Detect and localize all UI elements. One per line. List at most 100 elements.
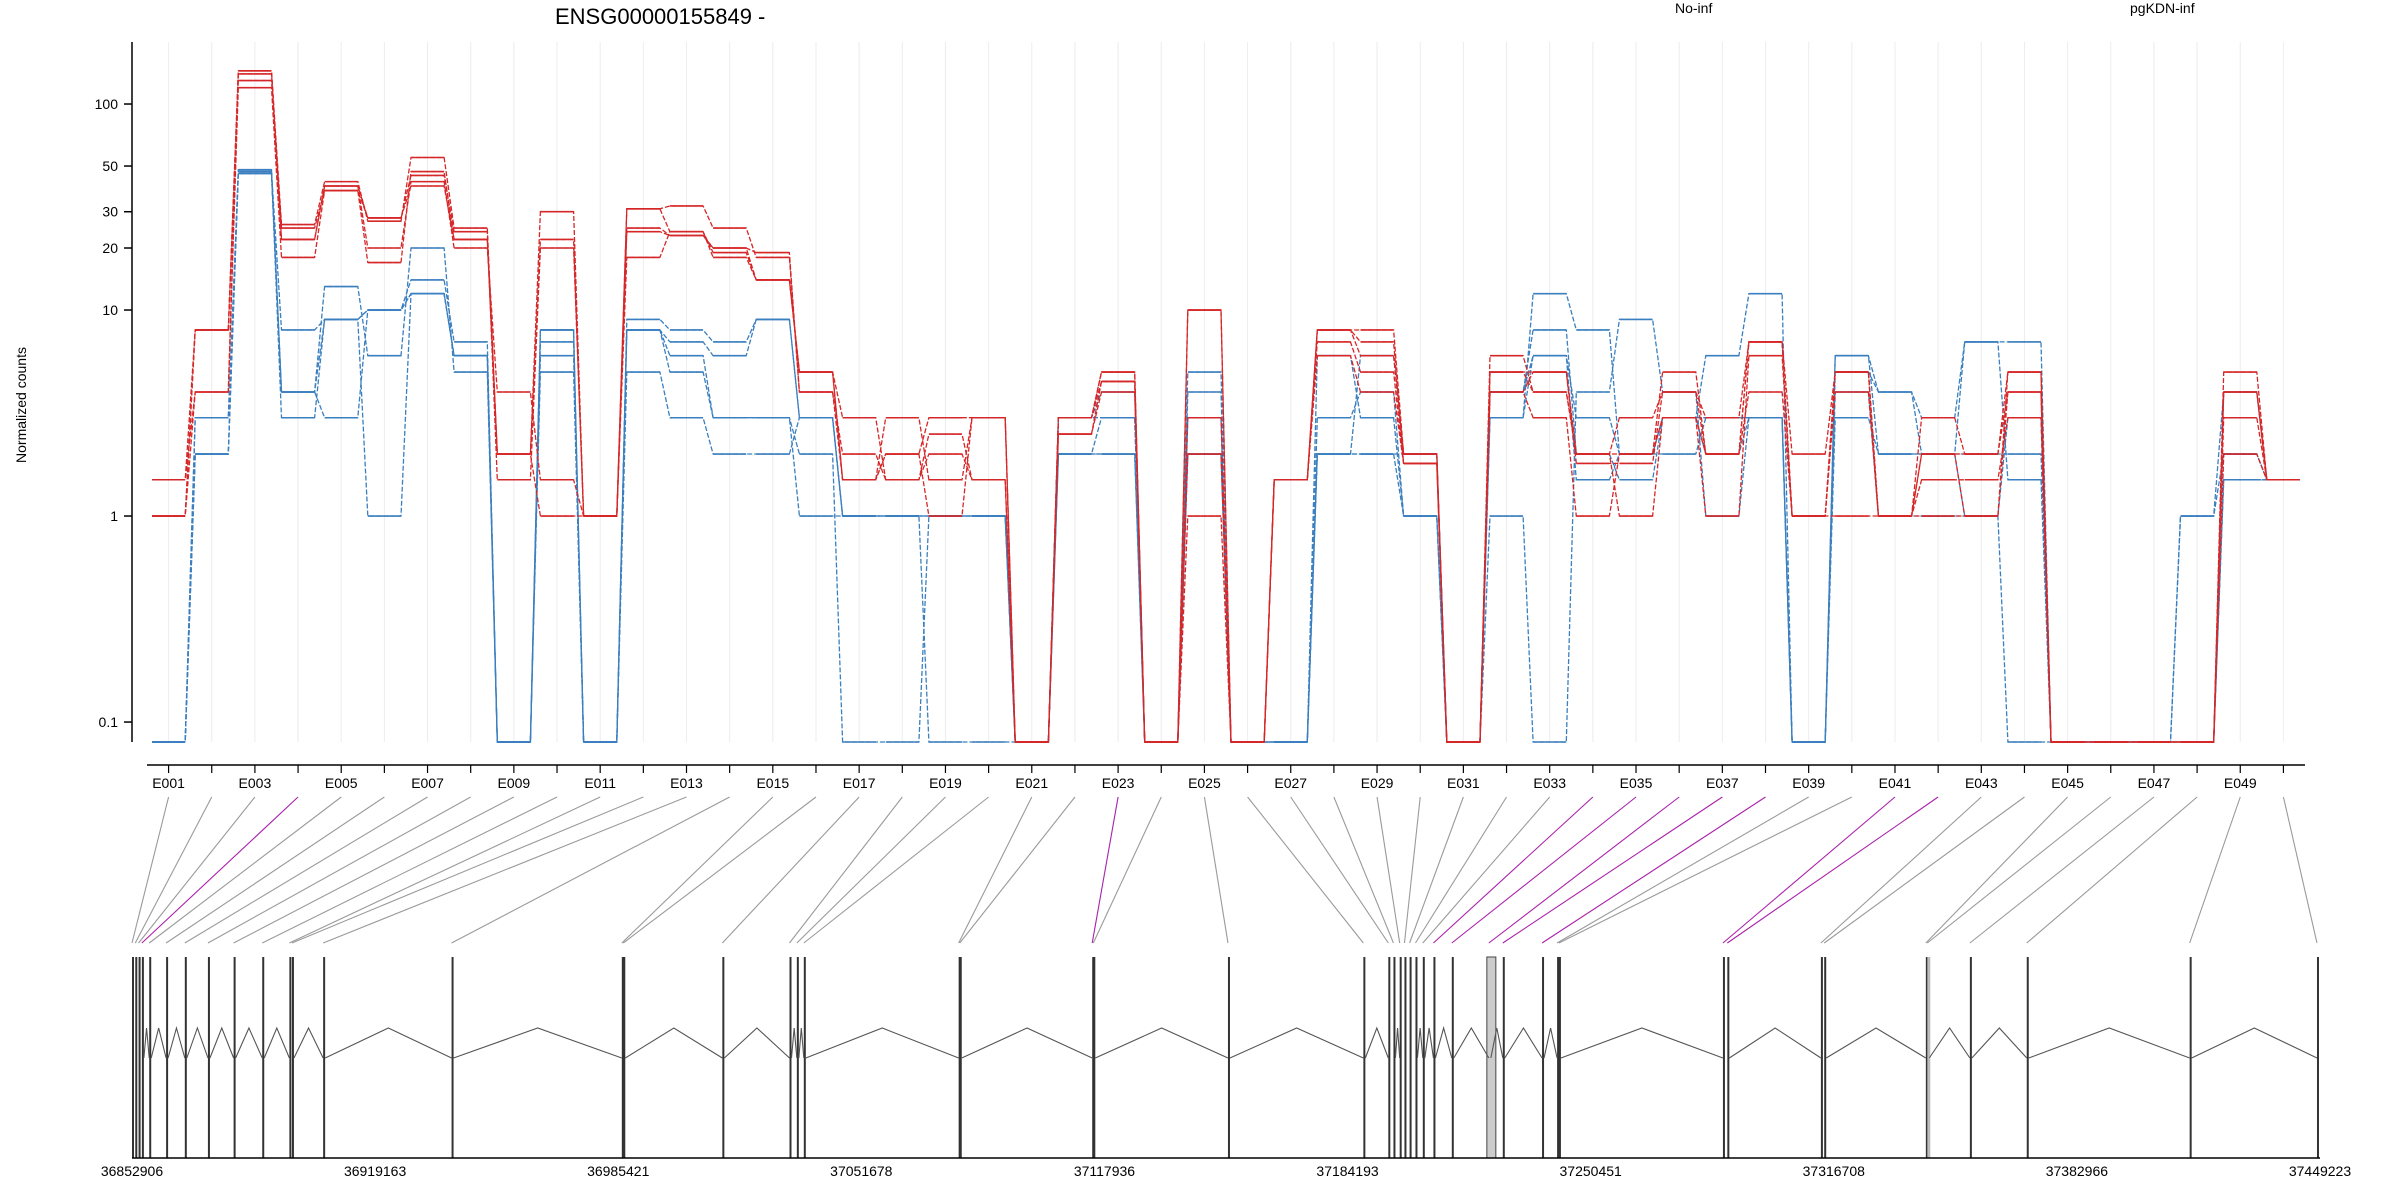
- exon-connector: [291, 796, 644, 944]
- intron-line: [150, 1027, 167, 1059]
- intron-line: [1424, 1027, 1434, 1059]
- legend-pgkdn-inf: pgKDN-inf: [2130, 0, 2195, 16]
- exon-tick-label: E049: [2224, 775, 2257, 791]
- exon-connector: [1451, 796, 1637, 944]
- exon-tick-label: E021: [1015, 775, 1048, 791]
- exon-block: [1451, 957, 1454, 1158]
- exon-block: [789, 957, 792, 1158]
- genomic-coordinate-labels: 36852906 36919163 36985421 37051678 37117936…: [101, 1163, 2352, 1179]
- series-line: [152, 87, 2300, 743]
- y-axis-ticks: 0.1 1 10 20 30 50 100: [95, 96, 132, 730]
- exon-block: [1925, 957, 1928, 1158]
- exon-block: [1399, 957, 1402, 1158]
- exon-tick-label: E041: [1879, 775, 1912, 791]
- exon-block: [141, 957, 144, 1158]
- intron-line: [1453, 1026, 1490, 1059]
- exon-connector: [1727, 796, 1939, 944]
- intron-line: [798, 1027, 805, 1059]
- exon-connector: [1969, 796, 2155, 944]
- exon-connector: [2189, 796, 2241, 944]
- series-line: [152, 170, 2300, 743]
- exon-connector: [2026, 796, 2198, 944]
- exon-tick-label: E013: [670, 775, 703, 791]
- intron-line: [263, 1026, 290, 1059]
- exon-tick-label: E005: [325, 775, 358, 791]
- exon-tick-label: E035: [1620, 775, 1653, 791]
- exon-connector: [1488, 796, 1680, 944]
- exon-block: [959, 957, 962, 1158]
- intron-line: [143, 1027, 150, 1059]
- exon-tick-label: E037: [1706, 775, 1739, 791]
- intron-line: [961, 1027, 1093, 1059]
- exon-tick-label: E009: [498, 775, 531, 791]
- intron-line: [1434, 1025, 1453, 1059]
- exon-block: [1927, 957, 1931, 1158]
- intron-line: [1729, 1027, 1822, 1059]
- genomic-coord-label: 36919163: [344, 1163, 407, 1179]
- exon-connector: [1414, 796, 1508, 944]
- exon-block: [623, 957, 626, 1158]
- series-lines: [152, 69, 2300, 743]
- exon-block: [1415, 957, 1418, 1158]
- exon-connector: [322, 796, 687, 944]
- intron-line: [1504, 1026, 1543, 1059]
- exon-connector: [958, 796, 1033, 944]
- exon-block: [132, 957, 134, 1158]
- exon-tick-label: E011: [584, 775, 616, 791]
- exon-connector: [184, 796, 428, 944]
- gene-model: [132, 956, 2319, 1159]
- intron-line: [1095, 1027, 1229, 1059]
- genomic-coord-label: 37117936: [1074, 1163, 1135, 1179]
- exon-connector: [148, 796, 342, 944]
- y-tick-label: 10: [102, 302, 118, 318]
- exon-block: [1542, 957, 1545, 1158]
- intron-line: [1364, 1026, 1389, 1059]
- exon-block: [1558, 957, 1561, 1158]
- genomic-coord-label: 37250451: [1560, 1163, 1623, 1179]
- y-tick-label: 1: [110, 508, 118, 524]
- series-line: [152, 73, 2300, 743]
- intron-line: [293, 1026, 324, 1059]
- exon-block: [1557, 957, 1560, 1158]
- genomic-coord-label: 36985421: [587, 1163, 650, 1179]
- exon-block: [1227, 957, 1230, 1158]
- exon-connector: [131, 796, 170, 944]
- series-line: [152, 170, 2300, 743]
- exon-block: [166, 957, 169, 1158]
- intron-line: [624, 1027, 723, 1059]
- intron-line: [2191, 1027, 2318, 1059]
- exon-connector: [1092, 796, 1162, 944]
- exon-tick-label: E015: [756, 775, 789, 791]
- exon-tick-label: E045: [2051, 775, 2084, 791]
- exon-block: [1722, 957, 1725, 1158]
- exon-tick-label: E031: [1447, 775, 1480, 791]
- genomic-coord-label: 37184193: [1316, 1163, 1379, 1179]
- exon-connector: [141, 796, 299, 944]
- exon-connector: [1091, 796, 1119, 944]
- exon-block: [2026, 957, 2029, 1158]
- exon-connector: [1556, 796, 1809, 944]
- exon-block: [1093, 957, 1096, 1158]
- exon-connector: [233, 796, 515, 944]
- exon-block: [1363, 957, 1366, 1158]
- exon-block: [1388, 957, 1391, 1158]
- genomic-coord-label: 37382966: [2046, 1163, 2109, 1179]
- intron-line: [186, 1026, 209, 1059]
- exon-block: [958, 957, 961, 1158]
- exon-tick-label: E007: [411, 775, 444, 791]
- exon-connector-lines: [131, 796, 2318, 944]
- exon-block: [149, 957, 152, 1158]
- exon-block: [1820, 957, 1823, 1158]
- exon-block: [233, 957, 236, 1158]
- legend-no-inf: No-inf: [1675, 0, 1712, 16]
- exon-block: [2189, 957, 2192, 1158]
- intron-line: [324, 1027, 452, 1059]
- exon-block: [621, 957, 624, 1158]
- intron-line: [1394, 1027, 1401, 1059]
- exon-block: [1433, 957, 1436, 1158]
- exon-connector: [1820, 796, 1982, 944]
- y-tick-label: 20: [102, 240, 118, 256]
- exon-block: [796, 957, 799, 1158]
- genomic-coord-label: 37449223: [2289, 1163, 2352, 1179]
- series-line: [152, 70, 2300, 743]
